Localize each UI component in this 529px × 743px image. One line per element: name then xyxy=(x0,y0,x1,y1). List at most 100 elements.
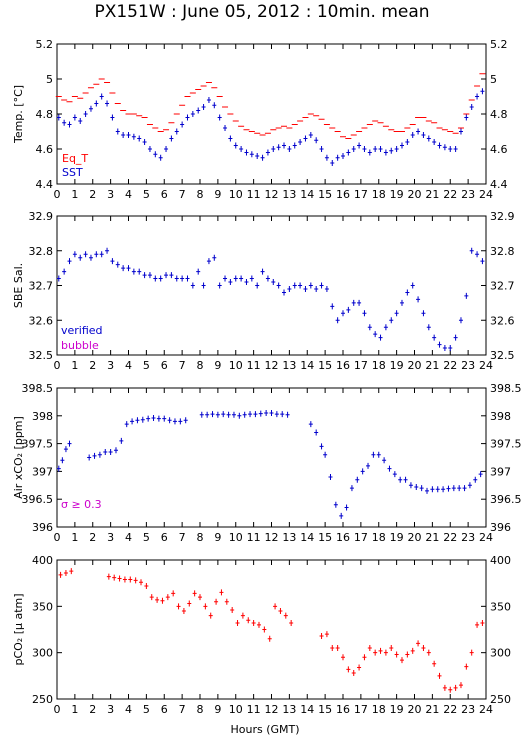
data-point xyxy=(153,151,158,158)
data-point xyxy=(137,135,142,142)
x-tick-label: 15 xyxy=(318,531,332,544)
x-tick-label: 5 xyxy=(143,531,150,544)
x-tick-label: 15 xyxy=(318,188,332,201)
x-tick-label: 6 xyxy=(161,188,168,201)
x-tick-label: 10 xyxy=(229,188,243,201)
data-point xyxy=(146,415,151,422)
data-point xyxy=(78,118,83,124)
x-tick-label: 7 xyxy=(179,188,186,201)
y-axis-label-sal: SBE Sal. xyxy=(12,263,25,308)
data-point xyxy=(330,645,335,652)
x-tick-label: 1 xyxy=(71,188,78,201)
data-point xyxy=(203,603,208,610)
x-tick-label: 17 xyxy=(354,703,368,716)
data-point xyxy=(198,594,202,601)
data-point xyxy=(292,142,297,149)
data-point xyxy=(324,631,329,638)
chart-title: PX151W : June 05, 2012 : 10min. mean xyxy=(94,2,429,22)
data-point xyxy=(349,485,354,492)
data-point xyxy=(69,568,74,575)
data-point xyxy=(421,645,426,652)
data-point xyxy=(217,114,222,121)
data-point xyxy=(283,612,288,619)
data-point xyxy=(475,93,480,100)
x-tick-label: 1 xyxy=(71,359,78,372)
data-point xyxy=(139,579,144,586)
data-point xyxy=(244,279,249,286)
data-point xyxy=(217,282,222,289)
data-point xyxy=(378,334,383,341)
x-tick-label: 16 xyxy=(336,188,350,201)
x-tick-label: 22 xyxy=(443,188,457,201)
data-point xyxy=(314,285,319,292)
y-tick-label-right: 32.9 xyxy=(490,210,515,223)
x-tick-label: 12 xyxy=(265,531,279,544)
data-point xyxy=(289,620,294,627)
data-point xyxy=(185,114,190,121)
data-point xyxy=(199,411,204,418)
data-point xyxy=(233,142,238,149)
x-tick-label: 8 xyxy=(197,531,204,544)
x-tick-label: 23 xyxy=(461,531,475,544)
data-point xyxy=(271,279,276,286)
y-axis-label-temp: Temp. [°C] xyxy=(12,85,25,144)
data-point xyxy=(328,473,333,480)
data-point xyxy=(83,111,88,117)
data-point xyxy=(442,684,447,691)
data-point xyxy=(425,487,430,494)
data-point xyxy=(242,411,247,418)
data-point xyxy=(419,485,424,492)
data-point xyxy=(399,142,404,149)
x-tick-label: 0 xyxy=(54,188,61,201)
x-tick-label: 6 xyxy=(161,703,168,716)
data-point xyxy=(410,282,415,289)
y-tick-label-left: 250 xyxy=(32,693,53,706)
data-point xyxy=(469,247,474,254)
panel-pco2: 0 1 2 3 4 5 6 7 8 9 10 11 12 13 14 15 16 17 18 19 20 21 22 23 24… xyxy=(12,554,511,716)
x-tick-label: 5 xyxy=(143,703,150,716)
data-point xyxy=(410,132,415,138)
data-point xyxy=(389,317,394,324)
data-point xyxy=(231,411,236,418)
data-point xyxy=(126,132,131,138)
x-tick-label: 13 xyxy=(282,531,296,544)
data-point xyxy=(223,275,228,282)
data-point xyxy=(451,485,456,492)
data-point xyxy=(394,651,399,658)
data-point xyxy=(335,645,340,652)
x-tick-label: 17 xyxy=(354,359,368,372)
y-tick-label-right: 32.8 xyxy=(490,245,515,258)
x-tick-label: 6 xyxy=(161,359,168,372)
plot-frame-sal xyxy=(56,215,487,356)
data-point xyxy=(276,282,281,289)
x-tick-label: 0 xyxy=(54,531,61,544)
x-tick-label: 3 xyxy=(107,531,114,544)
data-point xyxy=(421,310,426,317)
data-point xyxy=(58,571,63,578)
data-point xyxy=(414,483,419,490)
data-point xyxy=(478,471,483,478)
data-point xyxy=(137,268,142,275)
data-point xyxy=(196,107,201,114)
x-tick-label: 10 xyxy=(229,359,243,372)
data-point xyxy=(383,149,388,156)
data-point xyxy=(278,607,283,614)
data-point xyxy=(110,114,115,121)
data-point xyxy=(265,275,270,282)
data-point xyxy=(308,132,313,138)
x-tick-label: 13 xyxy=(282,188,296,201)
data-point xyxy=(435,486,440,493)
data-point xyxy=(394,146,399,152)
data-point xyxy=(383,324,388,331)
data-point xyxy=(480,258,485,265)
data-point xyxy=(260,268,265,275)
x-tick-label: 3 xyxy=(107,703,114,716)
data-point xyxy=(280,411,285,418)
x-tick-label: 16 xyxy=(336,531,350,544)
data-point xyxy=(426,135,431,142)
data-point xyxy=(87,454,92,461)
x-tick-label: 14 xyxy=(300,359,314,372)
y-tick-label-right: 396.5 xyxy=(490,493,522,506)
data-point xyxy=(475,251,480,258)
data-point xyxy=(324,285,329,292)
